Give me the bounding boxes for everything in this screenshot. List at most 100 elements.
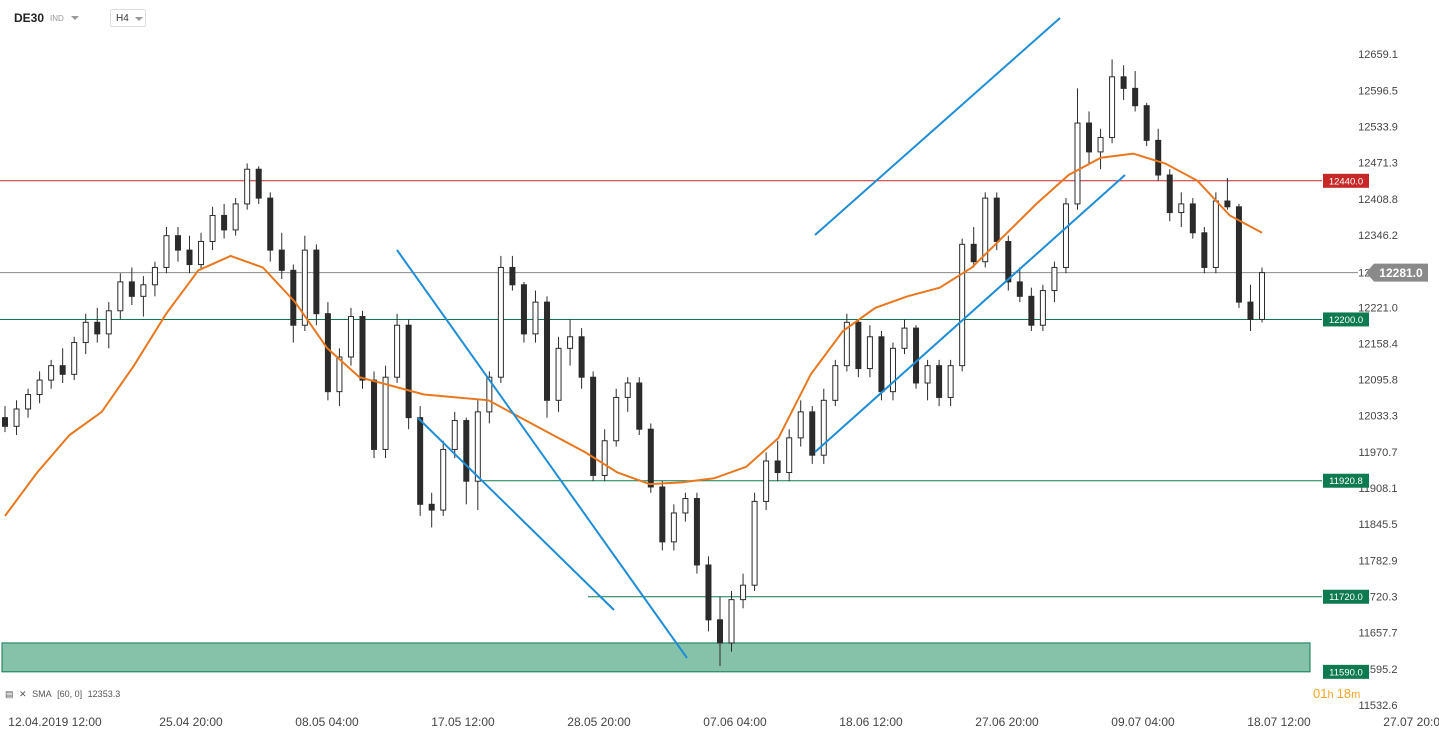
chevron-down-icon <box>135 17 143 21</box>
candle <box>901 319 908 355</box>
candle-body <box>48 365 55 381</box>
candle <box>497 255 504 383</box>
y-tick-label: 12471.3 <box>1358 158 1398 170</box>
candle <box>889 342 896 401</box>
y-tick-label: 12408.8 <box>1358 194 1398 206</box>
candle <box>1178 192 1185 228</box>
level-badge <box>1323 664 1369 679</box>
candle-body <box>359 316 366 381</box>
candle-body <box>1051 266 1058 292</box>
x-tick-label: 17.05 12:00 <box>431 715 495 729</box>
candle-body <box>601 440 608 476</box>
candle <box>48 359 55 389</box>
candle-body <box>2 417 8 427</box>
candle <box>1166 169 1173 222</box>
y-tick-label: 12158.4 <box>1358 338 1398 350</box>
candle-body <box>936 365 943 398</box>
candle-body <box>1005 240 1012 283</box>
level-label: 11920.8 <box>1329 476 1363 487</box>
candle <box>1259 267 1265 323</box>
candle <box>913 325 920 389</box>
candle <box>209 206 216 251</box>
candle-body <box>774 460 781 474</box>
candle <box>728 590 735 652</box>
candle-body <box>417 417 424 505</box>
indicator-name: SMA <box>32 689 52 699</box>
candle <box>544 296 551 418</box>
x-tick-label: 27.07 20:00 <box>1383 715 1439 729</box>
candle-body <box>947 365 954 398</box>
candle-body <box>1201 232 1208 268</box>
candle <box>36 371 43 404</box>
close-icon[interactable]: ✕ <box>19 689 27 699</box>
candle <box>174 227 181 262</box>
candle <box>232 198 239 236</box>
candle <box>1028 287 1035 331</box>
level-label: 12200.0 <box>1329 315 1363 326</box>
chevron-down-icon[interactable] <box>71 16 79 20</box>
candle <box>463 417 470 505</box>
candle <box>1189 198 1196 239</box>
candle <box>451 411 458 459</box>
candle <box>82 313 89 355</box>
candle <box>1155 128 1162 181</box>
candle <box>382 365 389 459</box>
candle-body <box>843 321 850 367</box>
candle <box>613 388 620 447</box>
candle <box>417 406 424 516</box>
candle-body <box>613 396 620 442</box>
candle-body <box>267 197 274 251</box>
candle-body <box>705 564 712 621</box>
candle-body <box>878 336 885 393</box>
market-label: IND <box>50 14 64 23</box>
candle-body <box>347 316 354 358</box>
sma-line <box>4 152 1263 517</box>
candle-body <box>13 408 20 427</box>
candle-body <box>1039 290 1046 326</box>
candle <box>1120 65 1127 100</box>
candle-body <box>590 376 597 476</box>
candle <box>151 261 158 297</box>
candle <box>555 336 562 412</box>
y-tick-label: 12095.8 <box>1358 375 1398 387</box>
candle-body <box>186 249 193 266</box>
candle <box>394 313 401 383</box>
candle-body <box>740 584 747 601</box>
chart-menu-icon[interactable]: ▤ <box>5 689 14 699</box>
candle-body <box>1016 281 1023 297</box>
x-tick-label: 18.07 12:00 <box>1247 715 1311 729</box>
level-label: 11720.0 <box>1329 592 1363 603</box>
timeframe-select[interactable]: H4 <box>110 9 146 27</box>
trend-line <box>396 249 688 659</box>
candle <box>843 313 850 372</box>
candle-body <box>36 379 43 396</box>
candle <box>509 255 516 291</box>
symbol-label[interactable]: DE30 <box>14 11 45 25</box>
candle <box>2 406 8 433</box>
candle <box>105 302 112 349</box>
candle-body <box>1074 122 1081 205</box>
candle-body <box>94 321 101 335</box>
candle-body <box>301 249 308 326</box>
y-tick-label: 12596.5 <box>1358 85 1398 97</box>
y-tick-label: 11657.7 <box>1359 628 1398 640</box>
candle <box>405 319 412 430</box>
candle-body <box>371 379 378 450</box>
candle-body <box>82 321 89 344</box>
candle-body <box>901 327 908 349</box>
level-badge <box>1323 312 1369 327</box>
candle <box>716 596 723 667</box>
candle <box>1039 284 1046 331</box>
candle-body <box>728 599 735 644</box>
candle-body <box>105 310 112 335</box>
candle <box>647 423 654 493</box>
candle-body <box>1028 295 1035 326</box>
candle <box>1086 111 1093 164</box>
candle <box>94 307 101 343</box>
candle <box>590 371 597 482</box>
candle <box>474 400 481 511</box>
candle <box>1109 59 1116 144</box>
x-tick-label: 27.06 20:00 <box>975 715 1039 729</box>
candle-body <box>1062 203 1069 268</box>
